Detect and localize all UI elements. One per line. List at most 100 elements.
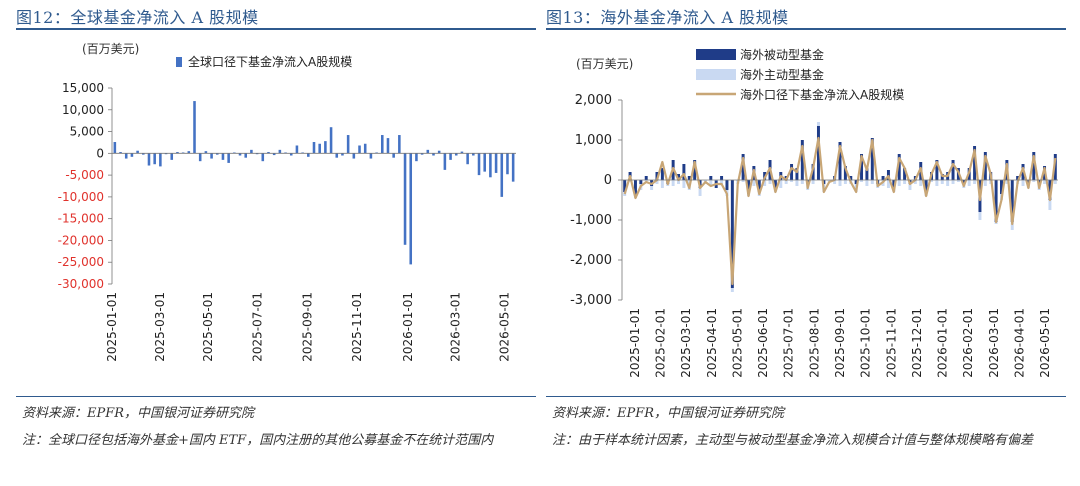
bar-passive bbox=[892, 180, 896, 188]
bar-passive bbox=[903, 168, 907, 180]
bar bbox=[341, 153, 344, 156]
bar bbox=[261, 153, 265, 162]
bar-passive bbox=[816, 126, 820, 180]
bar-passive bbox=[924, 180, 928, 192]
bar-active bbox=[730, 288, 734, 292]
bar bbox=[238, 153, 242, 156]
bar bbox=[506, 153, 509, 175]
bar-active bbox=[1005, 180, 1009, 184]
bar-passive bbox=[660, 168, 664, 180]
y-tick-label: -2,000 bbox=[570, 253, 612, 268]
y-tick-label: -25,000 bbox=[58, 255, 104, 269]
bar bbox=[420, 153, 424, 155]
y-tick-label: 15,000 bbox=[62, 81, 104, 95]
bar-active bbox=[650, 186, 654, 190]
x-tick-label: 2026-04-01 bbox=[1013, 308, 1027, 378]
y-tick-label: 0 bbox=[96, 146, 104, 160]
footer-rule bbox=[546, 396, 1066, 397]
bar bbox=[346, 135, 350, 154]
note-text: 注：由于样本统计因素，主动型与被动型基金净流入规模合计值与整体规模略有偏差 bbox=[552, 433, 1034, 448]
bar bbox=[176, 152, 179, 154]
bar-passive bbox=[687, 176, 691, 180]
bar-passive bbox=[633, 180, 637, 196]
x-tick-label: 2025-01-01 bbox=[628, 308, 642, 378]
x-tick-label: 2025-11-01 bbox=[884, 308, 898, 378]
bar-active bbox=[1032, 180, 1036, 182]
bar bbox=[215, 153, 219, 155]
bar bbox=[318, 143, 321, 154]
bar-active bbox=[967, 180, 971, 186]
bar-active bbox=[790, 180, 794, 182]
bar-active bbox=[897, 180, 901, 186]
y-tick-label: 2,000 bbox=[575, 93, 612, 108]
x-tick-label: 2026-05-01 bbox=[498, 292, 512, 362]
bar-active bbox=[833, 180, 837, 184]
bar bbox=[193, 101, 196, 154]
title-rule bbox=[546, 28, 1066, 30]
x-tick-label: 2025-02-01 bbox=[653, 308, 667, 378]
legend-label: 全球口径下基金净流入A股规模 bbox=[188, 54, 352, 69]
bar-passive bbox=[865, 168, 869, 180]
bar-passive bbox=[730, 180, 734, 288]
bar bbox=[489, 153, 492, 178]
legend-label-active: 海外主动型基金 bbox=[740, 67, 824, 82]
bar-active bbox=[978, 212, 982, 220]
y-tick-label: 0 bbox=[604, 173, 612, 188]
bar-active bbox=[940, 180, 944, 184]
bar bbox=[511, 153, 515, 182]
bar-active bbox=[1010, 222, 1014, 230]
bar-passive bbox=[693, 160, 697, 180]
bar-active bbox=[935, 180, 939, 186]
x-tick-label: 2025-01-01 bbox=[105, 292, 119, 362]
bar bbox=[483, 153, 486, 172]
bar-active bbox=[816, 122, 820, 126]
bar-passive bbox=[843, 166, 847, 180]
bar-passive bbox=[644, 176, 648, 180]
bar-active bbox=[660, 180, 664, 188]
bar bbox=[119, 152, 122, 154]
footer-rule bbox=[16, 396, 536, 397]
figure-13-title: 图13：海外基金净流入 A 股规模 bbox=[546, 8, 789, 27]
bar bbox=[227, 153, 230, 163]
x-tick-label: 2025-05-01 bbox=[730, 308, 744, 378]
bar-passive bbox=[897, 154, 901, 180]
bar-active bbox=[655, 180, 659, 184]
bar bbox=[454, 153, 458, 156]
bar-active bbox=[682, 180, 686, 188]
bar bbox=[437, 150, 441, 154]
bar-active bbox=[838, 180, 842, 186]
bar bbox=[278, 149, 282, 154]
bar-active bbox=[779, 180, 783, 188]
bar-passive bbox=[838, 142, 842, 180]
source-text: 资料来源：EPFR，中国银河证券研究院 bbox=[22, 406, 255, 421]
bar-passive bbox=[725, 180, 729, 190]
source-text: 资料来源：EPFR，中国银河证券研究院 bbox=[552, 406, 785, 421]
bar bbox=[403, 153, 407, 245]
figure-13-panel: 图13：海外基金净流入 A 股规模 (百万美元) 海外被动型基金 海外主动型基金… bbox=[546, 0, 1066, 486]
bar bbox=[267, 152, 270, 154]
bar bbox=[113, 142, 117, 154]
bar-active bbox=[1048, 200, 1052, 210]
bar-active bbox=[768, 180, 772, 184]
bar bbox=[329, 127, 333, 154]
figure-12-panel: 图12：全球基金净流入 A 股规模 (百万美元) 全球口径下基金净流入A股规模 … bbox=[16, 0, 536, 486]
bar bbox=[409, 153, 413, 265]
bar bbox=[307, 153, 310, 157]
x-tick-label: 2026-02-01 bbox=[961, 308, 975, 378]
bar-active bbox=[903, 180, 907, 184]
bar bbox=[494, 153, 498, 173]
bar-active bbox=[843, 180, 847, 184]
x-tick-label: 2025-04-01 bbox=[705, 308, 719, 378]
bar bbox=[335, 153, 339, 158]
bar-active bbox=[930, 180, 933, 182]
bar-passive bbox=[860, 154, 864, 180]
bar-active bbox=[1021, 180, 1025, 186]
bar bbox=[284, 152, 287, 154]
bar-passive bbox=[747, 180, 750, 194]
bar bbox=[386, 138, 390, 154]
bar-passive bbox=[1048, 180, 1052, 200]
bar-passive bbox=[849, 176, 853, 180]
overseas-fund-inflow-chart: (百万美元) 海外被动型基金 海外主动型基金 海外口径下基金净流入A股规模 2,… bbox=[570, 47, 1058, 378]
bar bbox=[210, 153, 213, 159]
bar-active bbox=[983, 180, 987, 186]
